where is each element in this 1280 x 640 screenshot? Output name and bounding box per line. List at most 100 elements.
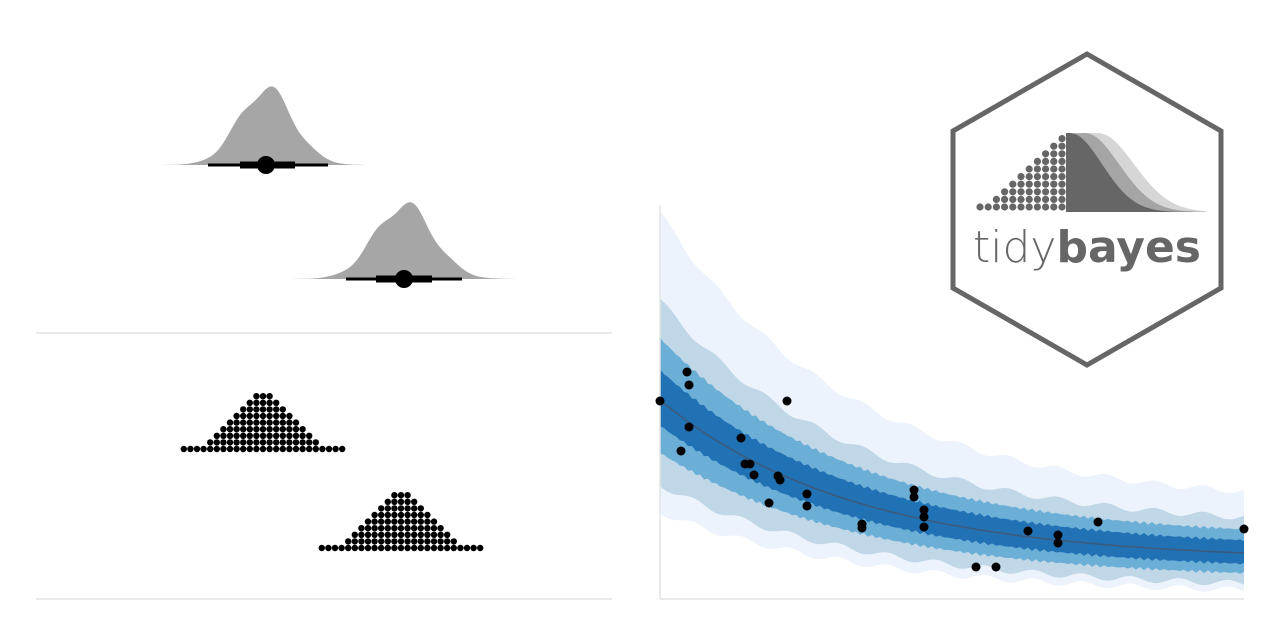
observation	[802, 501, 812, 511]
dot	[384, 505, 391, 512]
observation	[1053, 530, 1063, 540]
observation	[676, 446, 686, 456]
dot	[220, 426, 227, 433]
dot	[417, 531, 424, 538]
dot	[430, 518, 438, 525]
dot	[397, 518, 405, 525]
dot	[378, 531, 385, 538]
dot	[226, 439, 234, 446]
logo-dot	[1042, 188, 1050, 196]
logo-light: tidy	[973, 222, 1056, 273]
logo-dot	[1042, 195, 1050, 203]
observation	[1053, 538, 1063, 548]
dot	[292, 432, 300, 439]
dot	[226, 432, 234, 439]
dot	[273, 419, 280, 426]
dot	[246, 426, 253, 433]
dot	[404, 544, 411, 552]
dot	[213, 432, 220, 439]
dot	[246, 406, 253, 413]
dot	[299, 432, 306, 439]
dot	[364, 518, 372, 525]
logo-dot	[1050, 203, 1058, 211]
dot	[273, 426, 280, 433]
dot	[266, 399, 273, 406]
dot	[273, 406, 280, 413]
dot	[384, 518, 391, 525]
logo-dot	[1042, 180, 1050, 188]
dot	[424, 511, 431, 519]
dot	[226, 426, 234, 433]
dot	[411, 531, 418, 538]
logo-dot	[1033, 188, 1041, 196]
dot	[246, 412, 253, 420]
density	[289, 202, 520, 279]
logo-dot	[1058, 135, 1066, 143]
observation	[682, 367, 692, 377]
observation	[919, 522, 929, 532]
logo-dot	[1017, 203, 1025, 211]
dot	[463, 544, 471, 552]
dot	[391, 505, 398, 512]
logo-dot	[992, 203, 1001, 211]
dot	[364, 531, 372, 538]
dot	[391, 492, 398, 499]
observation	[655, 396, 665, 406]
dot	[279, 439, 286, 446]
dot	[273, 432, 280, 439]
logo-dot	[1050, 188, 1058, 196]
dot	[417, 505, 424, 512]
dot	[279, 432, 286, 439]
dot	[279, 412, 286, 420]
dot	[253, 399, 260, 406]
observation	[919, 512, 929, 522]
dot	[220, 445, 227, 453]
dot	[240, 419, 247, 426]
logo-dot	[1009, 188, 1017, 196]
dot	[430, 544, 438, 552]
observation	[991, 562, 1001, 572]
dot	[417, 525, 424, 532]
right-panel	[655, 205, 1249, 600]
dot	[286, 419, 293, 426]
dot	[411, 511, 418, 519]
logo-dot	[1025, 195, 1033, 203]
dot	[404, 505, 411, 512]
dot	[259, 399, 267, 406]
logo-dot	[1025, 180, 1033, 188]
dot	[351, 538, 358, 545]
dot	[286, 445, 293, 453]
dot	[384, 544, 391, 552]
logo-dot	[1033, 180, 1041, 188]
dot	[391, 531, 398, 538]
dot	[378, 518, 385, 525]
logo-dot	[984, 203, 992, 211]
dot	[371, 544, 378, 552]
dot	[345, 538, 352, 545]
logo-dot	[1001, 203, 1009, 211]
logo-dot	[1058, 157, 1066, 165]
dot	[292, 439, 300, 446]
dot	[404, 525, 411, 532]
dot	[259, 426, 267, 433]
dot	[266, 439, 273, 446]
dot	[240, 445, 247, 453]
logo-dot	[1017, 180, 1025, 188]
observation	[684, 422, 694, 432]
dot	[364, 538, 372, 545]
dot	[253, 412, 260, 420]
dot	[430, 538, 438, 545]
logo-dot	[1042, 203, 1050, 211]
dot	[378, 538, 385, 545]
median-line	[659, 399, 1245, 554]
dot	[253, 439, 260, 446]
logo-dot	[1050, 195, 1058, 203]
dot	[226, 445, 234, 453]
dot	[220, 439, 227, 446]
dot	[411, 525, 418, 532]
dot	[339, 445, 346, 453]
dot	[273, 399, 280, 406]
dot	[384, 525, 391, 532]
observation	[775, 475, 785, 485]
